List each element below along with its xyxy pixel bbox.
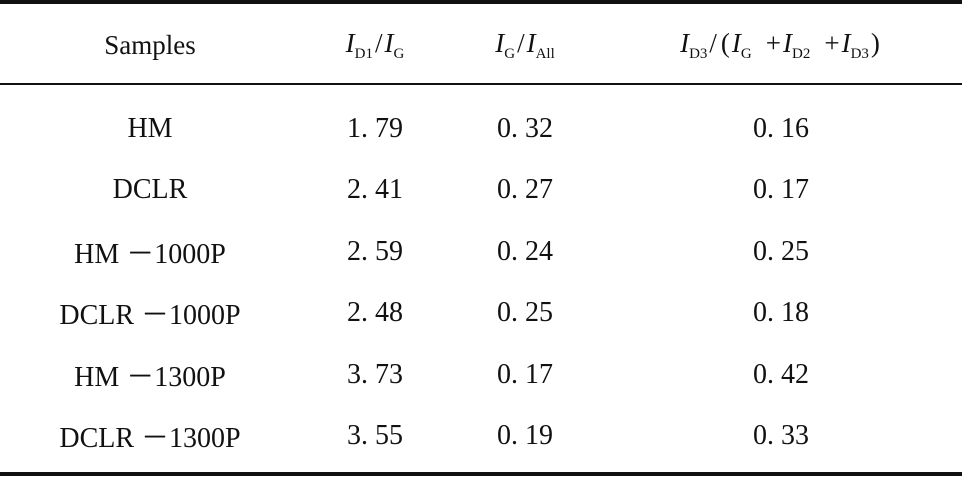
cell-id3-ratio: 0. 42 — [753, 358, 809, 390]
cell-id1-ig: 3. 73 — [347, 358, 403, 390]
header-id1-ig: ID1/IG — [300, 0, 450, 88]
cell-id3-ratio: 0. 33 — [753, 420, 809, 452]
results-table: Samples ID1/IG IG/IAll ID3/(IG +ID2 +ID3) … — [0, 0, 962, 467]
header-rule — [0, 83, 962, 85]
table-row: HM 1. 79 0. 32 0. 16 — [0, 88, 962, 160]
cell-sample: DCLR — [112, 174, 188, 206]
table-row: HM －1300P 3. 73 0. 17 0. 42 — [0, 344, 962, 406]
table-header: Samples ID1/IG IG/IAll ID3/(IG +ID2 +ID3) — [0, 0, 962, 88]
cell-ig-iall: 0. 19 — [497, 420, 553, 452]
slash: / — [374, 27, 383, 58]
cell-sample: DCLR －1000P — [59, 300, 241, 332]
plus-sign: + — [765, 27, 781, 58]
plus-sign: + — [824, 27, 840, 58]
subscript: All — [535, 45, 555, 62]
cell-id1-ig: 2. 48 — [347, 297, 403, 329]
cell-sample: HM — [127, 112, 173, 144]
cell-id3-ratio: 0. 17 — [753, 174, 809, 206]
cell-id3-ratio: 0. 16 — [753, 112, 809, 144]
top-rule — [0, 0, 962, 4]
table-row: DCLR 2. 41 0. 27 0. 17 — [0, 160, 962, 222]
symbol-i: I — [731, 27, 741, 58]
cell-id3-ratio: 0. 18 — [753, 297, 809, 329]
symbol-i: I — [680, 27, 690, 58]
left-paren: ( — [720, 27, 730, 58]
symbol-i: I — [526, 27, 536, 58]
symbol-i: I — [841, 27, 851, 58]
subscript: G — [740, 45, 752, 62]
slash: / — [517, 27, 525, 58]
table-row: DCLR －1300P 3. 55 0. 19 0. 33 — [0, 406, 962, 468]
cell-id1-ig: 1. 79 — [347, 112, 403, 144]
table-row: HM －1000P 2. 59 0. 24 0. 25 — [0, 221, 962, 283]
slash: / — [709, 27, 717, 58]
cell-sample: HM －1300P — [74, 361, 226, 393]
subscript: D3 — [850, 45, 869, 62]
subscript: G — [393, 45, 405, 62]
subscript: D1 — [354, 45, 373, 62]
cell-ig-iall: 0. 27 — [497, 174, 553, 206]
table-row: DCLR －1000P 2. 48 0. 25 0. 18 — [0, 283, 962, 345]
cell-ig-iall: 0. 24 — [497, 235, 553, 267]
cell-ig-iall: 0. 32 — [497, 112, 553, 144]
header-ig-iall: IG/IAll — [450, 0, 600, 88]
symbol-i: I — [495, 27, 505, 58]
header-id3-ratio: ID3/(IG +ID2 +ID3) — [600, 0, 962, 88]
cell-id3-ratio: 0. 25 — [753, 235, 809, 267]
right-paren: ) — [870, 27, 880, 58]
table-body: HM 1. 79 0. 32 0. 16 DCLR 2. 41 0. 27 0.… — [0, 88, 962, 467]
subscript: G — [504, 45, 516, 62]
cell-id1-ig: 3. 55 — [347, 420, 403, 452]
header-row: Samples ID1/IG IG/IAll ID3/(IG +ID2 +ID3) — [0, 0, 962, 88]
cell-sample: DCLR －1300P — [59, 423, 241, 455]
cell-ig-iall: 0. 17 — [497, 358, 553, 390]
cell-id1-ig: 2. 41 — [347, 174, 403, 206]
subscript: D2 — [792, 45, 811, 62]
bottom-rule — [0, 472, 962, 476]
cell-sample: HM －1000P — [74, 238, 226, 270]
header-samples: Samples — [104, 29, 196, 60]
symbol-i: I — [345, 27, 355, 58]
symbol-i: I — [384, 27, 394, 58]
cell-ig-iall: 0. 25 — [497, 297, 553, 329]
symbol-i: I — [783, 27, 792, 58]
cell-id1-ig: 2. 59 — [347, 235, 403, 267]
subscript: D3 — [689, 45, 708, 62]
